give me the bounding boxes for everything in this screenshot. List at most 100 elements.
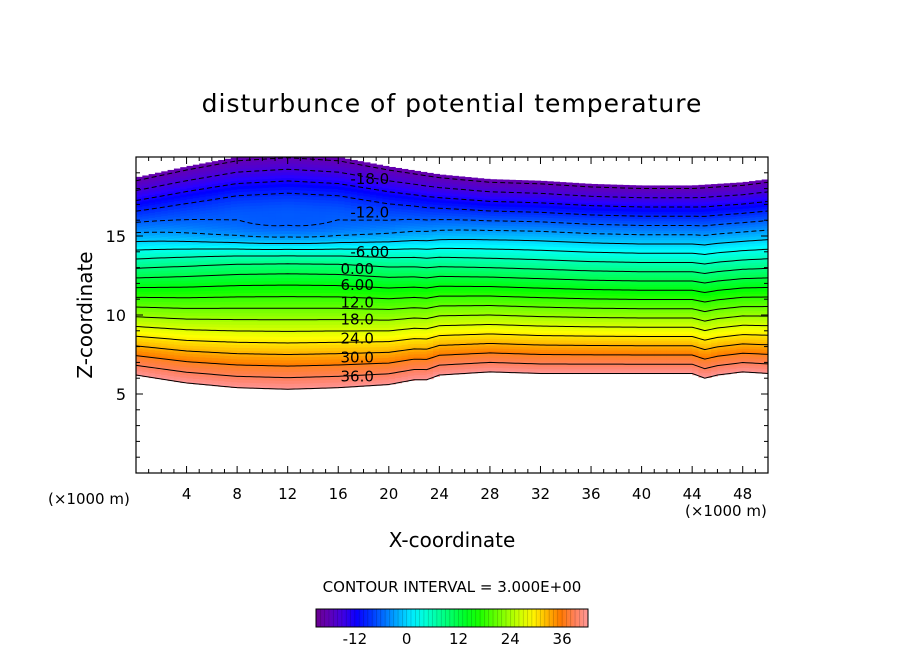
contour-cell (401, 341, 409, 345)
contour-cell (218, 312, 226, 317)
contour-cell (388, 370, 396, 374)
contour-cell (294, 180, 301, 185)
contour-cell (508, 179, 516, 183)
contour-cell (483, 299, 491, 303)
contour-cell (331, 228, 339, 233)
contour-cell (325, 191, 333, 195)
contour-cell (527, 363, 535, 367)
contour-cell (369, 288, 377, 292)
contour-cell (401, 317, 409, 322)
contour-cell (287, 336, 295, 340)
contour-cell (268, 379, 276, 384)
contour-cell (414, 173, 421, 177)
contour-cell (515, 293, 523, 297)
contour-cell (452, 242, 459, 246)
contour-cell (218, 372, 226, 376)
contour-cell (262, 274, 270, 279)
contour-cell (218, 323, 226, 328)
contour-cell (325, 266, 333, 270)
contour-cell (470, 192, 478, 196)
contour-cell (470, 202, 478, 206)
contour-cell (211, 276, 219, 280)
contour-cell (483, 287, 491, 291)
contour-cell (439, 219, 447, 223)
contour-cell (388, 345, 396, 350)
contour-cell (199, 290, 207, 294)
contour-cell (445, 235, 453, 239)
contour-cell (294, 377, 301, 381)
contour-cell (180, 360, 188, 365)
contour-cell (376, 338, 384, 342)
contour-cell (325, 167, 333, 172)
contour-cell (470, 272, 478, 276)
contour-cell (256, 196, 263, 200)
contour-cell (306, 309, 314, 314)
contour-cell (489, 347, 497, 351)
contour-cell (173, 235, 181, 239)
contour-cell (350, 256, 358, 260)
contour-cell (148, 280, 156, 285)
contour-cell (357, 265, 365, 269)
contour-cell (363, 302, 371, 306)
contour-cell (363, 181, 371, 186)
contour-cell (369, 171, 377, 176)
contour-cell (161, 283, 169, 287)
contour-cell (148, 313, 156, 318)
contour-cell (262, 172, 270, 177)
contour-cell (433, 320, 440, 324)
contour-cell (237, 226, 245, 230)
contour-cell (186, 241, 194, 246)
contour-cell (420, 184, 428, 189)
contour-cell (445, 227, 453, 231)
contour-cell (515, 314, 523, 318)
contour-cell (414, 254, 421, 258)
contour-cell (281, 245, 289, 249)
contour-cell (192, 257, 200, 262)
contour-cell (211, 368, 219, 373)
contour-cell (312, 263, 320, 267)
contour-cell (211, 267, 219, 272)
contour-cell (186, 337, 194, 341)
contour-cell (414, 335, 421, 339)
contour-cell (211, 354, 219, 359)
contour-cell (237, 367, 245, 372)
contour-cell (275, 251, 282, 255)
contour-cell (445, 292, 453, 296)
contour-cell (186, 206, 194, 210)
contour-cell (154, 327, 162, 331)
contour-cell (287, 353, 295, 358)
contour-cell (433, 287, 440, 291)
contour-cell (173, 338, 181, 343)
contour-cell (477, 353, 485, 357)
contour-cell (407, 311, 415, 316)
contour-cell (382, 168, 390, 172)
contour-cell (148, 184, 156, 188)
contour-cell (508, 237, 516, 241)
contour-cell (287, 318, 295, 323)
contour-cell (382, 346, 390, 350)
contour-cell (527, 368, 535, 372)
contour-cell (136, 333, 143, 337)
contour-cell (325, 335, 333, 340)
contour-cell (477, 314, 485, 318)
contour-cell (325, 173, 333, 178)
contour-cell (414, 322, 421, 326)
contour-cell (224, 378, 232, 382)
contour-cell (312, 362, 320, 366)
contour-cell (382, 360, 390, 364)
contour-cell (154, 360, 162, 364)
contour-cell (388, 313, 396, 317)
contour-cell (521, 298, 529, 302)
contour-cell (439, 257, 447, 261)
contour-cell (331, 191, 339, 195)
contour-cell (496, 251, 504, 255)
contour-cell (268, 192, 276, 197)
contour-cell (186, 176, 194, 181)
contour-cell (452, 322, 459, 326)
contour-cell (224, 175, 232, 180)
contour-cell (218, 329, 226, 334)
contour-cell (521, 216, 529, 220)
contour-cell (439, 327, 447, 331)
contour-cell (483, 347, 491, 351)
contour-cell (344, 190, 352, 194)
